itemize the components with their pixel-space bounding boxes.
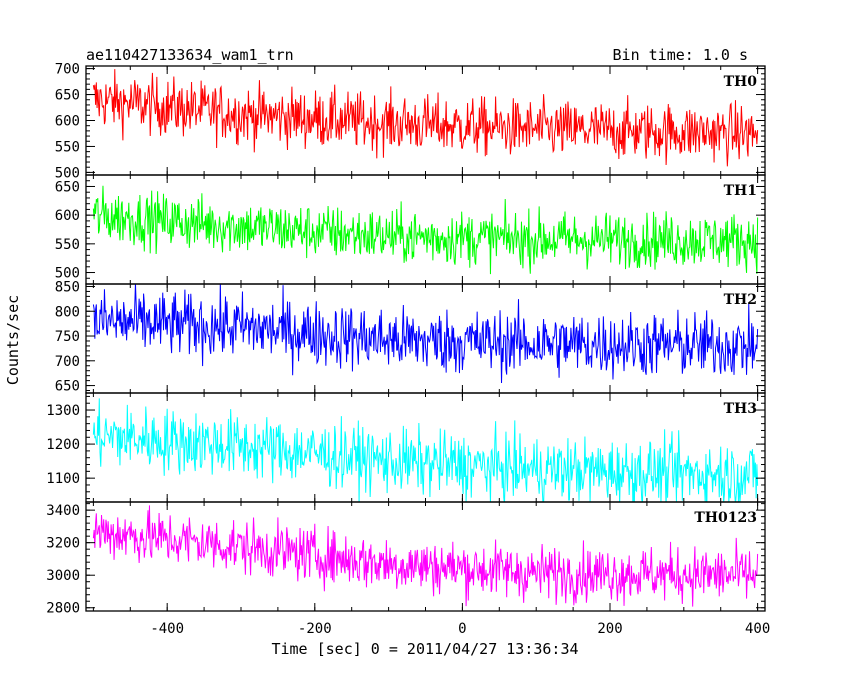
panel-th0: 500 550 600 650 700 TH0 xyxy=(55,62,766,181)
panel-th2: 650 700 750 800 850 TH2 xyxy=(55,279,766,395)
y-tick-label: 1300 xyxy=(46,403,80,419)
y-tick-label: 550 xyxy=(55,139,80,155)
x-tick-label: 200 xyxy=(597,621,622,637)
y-tick-label: 600 xyxy=(55,114,80,130)
y-tick-label: 850 xyxy=(55,279,80,295)
y-tick-label: 3400 xyxy=(46,503,80,519)
x-axis: -400 -200 0 200 400 xyxy=(150,621,770,637)
y-tick-label: 750 xyxy=(55,329,80,345)
panel-label: TH2 xyxy=(724,292,757,308)
y-tick-label: 500 xyxy=(55,266,80,282)
series-line-th2 xyxy=(92,284,759,384)
chart-title: ae110427133634_wam1_trn xyxy=(86,46,294,64)
y-tick-label: 2800 xyxy=(46,601,80,617)
y-tick-label: 650 xyxy=(55,88,80,104)
bin-time-label: Bin time: 1.0 s xyxy=(613,46,748,64)
series-line-th3 xyxy=(92,398,759,502)
x-tick-label: -400 xyxy=(150,621,184,637)
y-tick-label: 3000 xyxy=(46,568,80,584)
panel-label: TH3 xyxy=(724,401,757,417)
x-tick-label: 400 xyxy=(745,621,770,637)
y-tick-label: 800 xyxy=(55,304,80,320)
panel-th3: 1100 1200 1300 TH3 xyxy=(46,392,766,503)
y-tick-label: 1200 xyxy=(46,437,80,453)
y-tick-label: 3200 xyxy=(46,536,80,552)
x-axis-title: Time [sec] 0 = 2011/04/27 13:36:34 xyxy=(271,640,578,658)
panel-label: TH1 xyxy=(724,183,757,199)
series-line-th0123 xyxy=(92,505,759,607)
panel-label: TH0 xyxy=(724,74,758,90)
y-tick-label: 600 xyxy=(55,208,80,224)
y-tick-label: 700 xyxy=(55,62,80,78)
y-tick-label: 550 xyxy=(55,237,80,253)
y-axis-title: Counts/sec xyxy=(4,295,22,385)
x-tick-label: 0 xyxy=(458,621,466,637)
y-tick-label: 500 xyxy=(55,165,80,181)
y-tick-label: 650 xyxy=(55,379,80,395)
panel-th1: 500 550 600 650 TH1 xyxy=(55,174,766,285)
y-tick-label: 700 xyxy=(55,354,80,370)
panels-group: 500 550 600 650 700 TH0 500 550 600 650 TH1 650 700 7… xyxy=(46,62,766,617)
y-tick-label: 1100 xyxy=(46,471,80,487)
x-tick-label: -200 xyxy=(298,621,332,637)
series-line-th0 xyxy=(92,69,759,167)
panel-label: TH0123 xyxy=(694,510,757,526)
y-tick-label: 650 xyxy=(55,179,80,195)
panel-th0123: 2800 3000 3200 3400 TH0123 xyxy=(46,501,766,617)
series-line-th1 xyxy=(92,185,759,275)
